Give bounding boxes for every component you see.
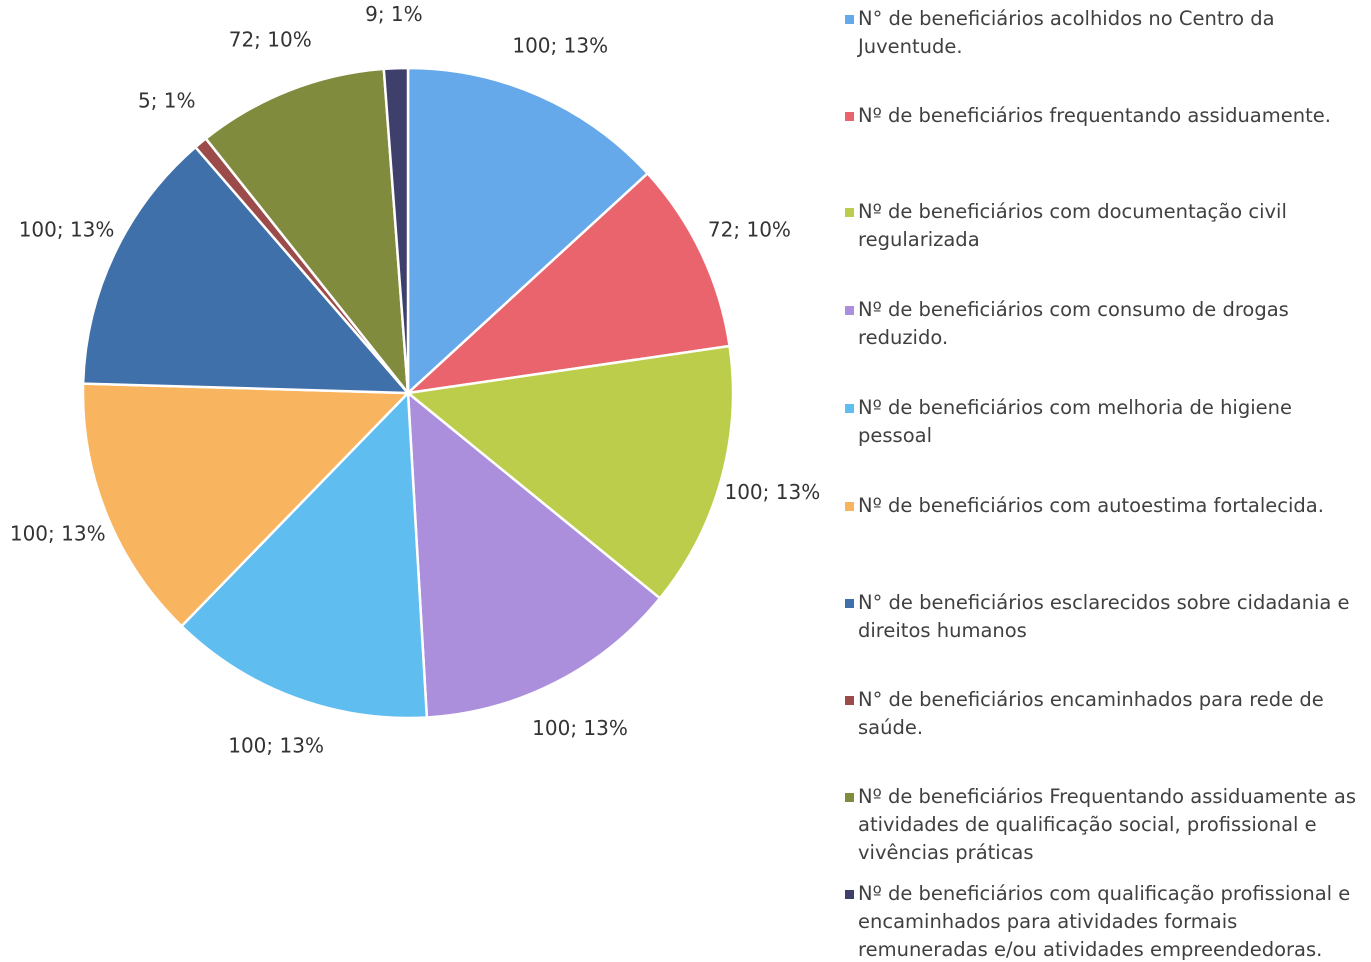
legend-label: Nº de beneficiários com qualificação pro…: [858, 882, 1351, 961]
data-label: 100; 13%: [228, 734, 324, 758]
legend-label: N° de beneficiários encaminhados para re…: [858, 688, 1324, 739]
legend-swatch: [845, 793, 854, 802]
legend-swatch: [845, 696, 854, 705]
data-label: 100; 13%: [724, 480, 820, 504]
pie-slice: [81, 382, 411, 628]
legend-swatch: [845, 208, 854, 217]
legend-swatch: [845, 502, 854, 511]
legend-label: Nº de beneficiários com documentação civ…: [858, 200, 1287, 251]
data-label: 5; 1%: [138, 88, 196, 112]
pie-slice: [179, 390, 429, 720]
data-label: 100; 13%: [19, 217, 115, 241]
legend-label: N° de beneficiários acolhidos no Centro …: [858, 7, 1275, 58]
pie-slice: [406, 390, 662, 719]
pie-slice: [404, 171, 732, 395]
pie-slice: [382, 66, 410, 394]
legend-label: Nº de beneficiários com autoestima forta…: [858, 494, 1324, 517]
legend-swatch: [845, 15, 854, 24]
data-label: 100; 13%: [532, 716, 628, 740]
legend-label: Nº de beneficiários frequentando assidua…: [858, 104, 1331, 127]
legend-label: N° de beneficiários esclarecidos sobre c…: [858, 591, 1350, 642]
pie-slice: [406, 66, 650, 396]
legend-label: Nº de beneficiários Frequentando assidua…: [858, 785, 1356, 864]
pie-slice: [405, 344, 735, 601]
data-label: 72; 10%: [229, 27, 312, 51]
legend-swatch: [845, 599, 854, 608]
legend-swatch: [845, 112, 854, 121]
legend-swatch: [845, 890, 854, 899]
data-label: 100; 13%: [512, 34, 608, 58]
data-label: 72; 10%: [708, 217, 791, 241]
pie-area: 100; 13% 72; 10% 100; 13% 100; 13% 100; 13% 1…: [10, 2, 820, 758]
legend-swatch: [845, 306, 854, 315]
legend-label: Nº de beneficiários com melhoria de higi…: [858, 396, 1292, 447]
data-label: 9; 1%: [365, 2, 423, 26]
pie-slice: [204, 67, 410, 397]
data-label: 100; 13%: [10, 522, 106, 546]
legend-label: Nº de beneficiários com consumo de droga…: [858, 298, 1289, 349]
legend-swatch: [845, 404, 854, 413]
pie-slice: [81, 145, 411, 395]
